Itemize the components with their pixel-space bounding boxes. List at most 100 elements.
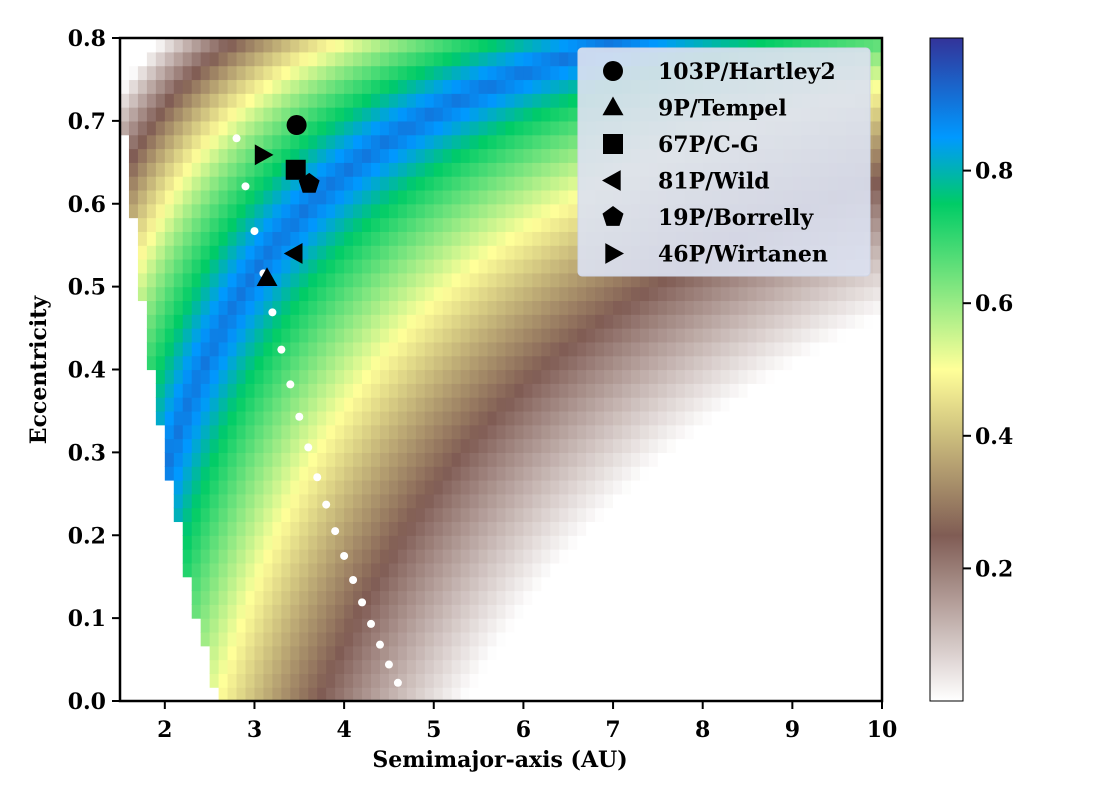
heatmap-cell [819, 645, 829, 661]
heatmap-cell [613, 562, 623, 578]
heatmap-cell [254, 424, 265, 440]
heatmap-cell [541, 604, 551, 619]
heatmap-cell [577, 562, 587, 578]
heatmap-cell [864, 272, 874, 288]
heatmap-cell [487, 245, 498, 260]
heatmap-cell [326, 341, 336, 357]
heatmap-cell [397, 231, 408, 246]
heatmap-cell [209, 493, 220, 509]
heatmap-cell [379, 272, 390, 288]
heatmap-cell [326, 217, 336, 232]
heatmap-cell [783, 549, 793, 564]
heatmap-cell [559, 93, 569, 108]
heatmap-cell [460, 438, 471, 453]
heatmap-cell [855, 631, 865, 647]
heatmap-cell [209, 576, 220, 592]
heatmap-cell [532, 466, 542, 481]
heatmap-cell [173, 397, 184, 412]
heatmap-cell [388, 480, 399, 495]
heatmap-cell [146, 51, 157, 67]
heatmap-cell [855, 673, 865, 688]
heatmap-cell [586, 645, 596, 661]
heatmap-cell [272, 65, 282, 81]
heatmap-cell [245, 162, 256, 177]
heatmap-cell [209, 535, 220, 550]
heatmap-cell [801, 300, 811, 315]
heatmap-cell [397, 107, 408, 122]
heatmap-cell [828, 493, 838, 509]
heatmap-cell [630, 535, 641, 550]
heatmap-cell [693, 452, 704, 467]
heatmap-cell [254, 65, 265, 81]
heatmap-cell [702, 673, 713, 688]
heatmap-cell [317, 397, 327, 412]
heatmap-cell [155, 148, 166, 163]
heatmap-cell [666, 618, 677, 633]
heatmap-cell [720, 424, 731, 440]
heatmap-cell [379, 341, 390, 357]
heatmap-cell [263, 245, 273, 260]
heatmap-cell [586, 659, 596, 674]
heatmap-cell [272, 355, 282, 371]
heatmap-cell [738, 562, 749, 578]
heatmap-cell [290, 493, 300, 509]
heatmap-cell [487, 93, 498, 108]
heatmap-cell [362, 300, 372, 315]
heatmap-cell [532, 300, 542, 315]
heatmap-cell [272, 134, 282, 150]
heatmap-cell [164, 369, 175, 384]
heatmap-cell [496, 38, 507, 53]
heatmap-cell [864, 673, 874, 688]
heatmap-cell [487, 328, 498, 343]
heatmap-cell [137, 38, 148, 53]
heatmap-cell [362, 65, 372, 81]
heatmap-cell [451, 480, 462, 495]
heatmap-cell [460, 272, 471, 288]
heatmap-cell [657, 286, 668, 302]
heatmap-cell [424, 631, 435, 647]
heatmap-cell [335, 535, 345, 550]
heatmap-cell [514, 217, 525, 232]
heatmap-cell [693, 535, 704, 550]
heatmap-cell [388, 369, 399, 384]
heatmap-cell [496, 65, 507, 81]
heatmap-cell [388, 590, 399, 605]
heatmap-cell [335, 203, 345, 219]
heatmap-cell [684, 576, 695, 592]
heatmap-cell [263, 355, 273, 371]
heatmap-cell [371, 93, 381, 108]
heatmap-cell [433, 438, 444, 453]
heatmap-cell [855, 480, 865, 495]
heatmap-cell [209, 134, 220, 150]
heatmap-cell [855, 397, 865, 412]
heatmap-cell [720, 314, 731, 329]
heatmap-cell [272, 314, 282, 329]
heatmap-cell [335, 341, 345, 357]
heatmap-cell [397, 134, 408, 150]
heatmap-cell [272, 576, 282, 592]
heatmap-cell [639, 562, 650, 578]
heatmap-cell [747, 687, 758, 701]
heatmap-cell [855, 645, 865, 661]
heatmap-cell [756, 659, 767, 674]
heatmap-cell [711, 604, 722, 619]
heatmap-cell [218, 673, 229, 688]
heatmap-cell [738, 383, 749, 398]
heatmap-cell [326, 590, 336, 605]
heatmap-cell [272, 341, 282, 357]
heatmap-cell [433, 659, 444, 674]
heatmap-cell [810, 383, 820, 398]
heatmap-cell [137, 65, 148, 81]
heatmap-cell [478, 328, 489, 343]
heatmap-cell [595, 659, 605, 674]
heatmap-cell [792, 590, 802, 605]
heatmap-cell [675, 314, 686, 329]
heatmap-cell [864, 452, 874, 467]
heatmap-cell [666, 397, 677, 412]
heatmap-cell [595, 604, 605, 619]
heatmap-cell [568, 272, 578, 288]
heatmap-cell [200, 521, 211, 536]
comet-marker-46p-wirtanen [254, 144, 274, 166]
heatmap-cell [648, 424, 659, 440]
legend-marker-67p-c-g [603, 134, 623, 154]
